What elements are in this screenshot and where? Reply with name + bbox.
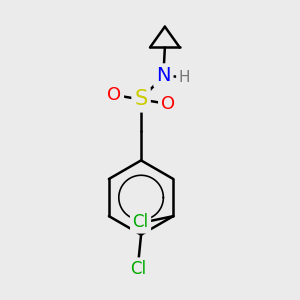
- Text: O: O: [161, 95, 175, 113]
- Text: Cl: Cl: [130, 260, 146, 278]
- Text: Cl: Cl: [133, 213, 148, 231]
- Text: N: N: [156, 66, 171, 85]
- Text: S: S: [134, 89, 148, 110]
- Text: O: O: [107, 86, 122, 104]
- Text: H: H: [178, 70, 190, 85]
